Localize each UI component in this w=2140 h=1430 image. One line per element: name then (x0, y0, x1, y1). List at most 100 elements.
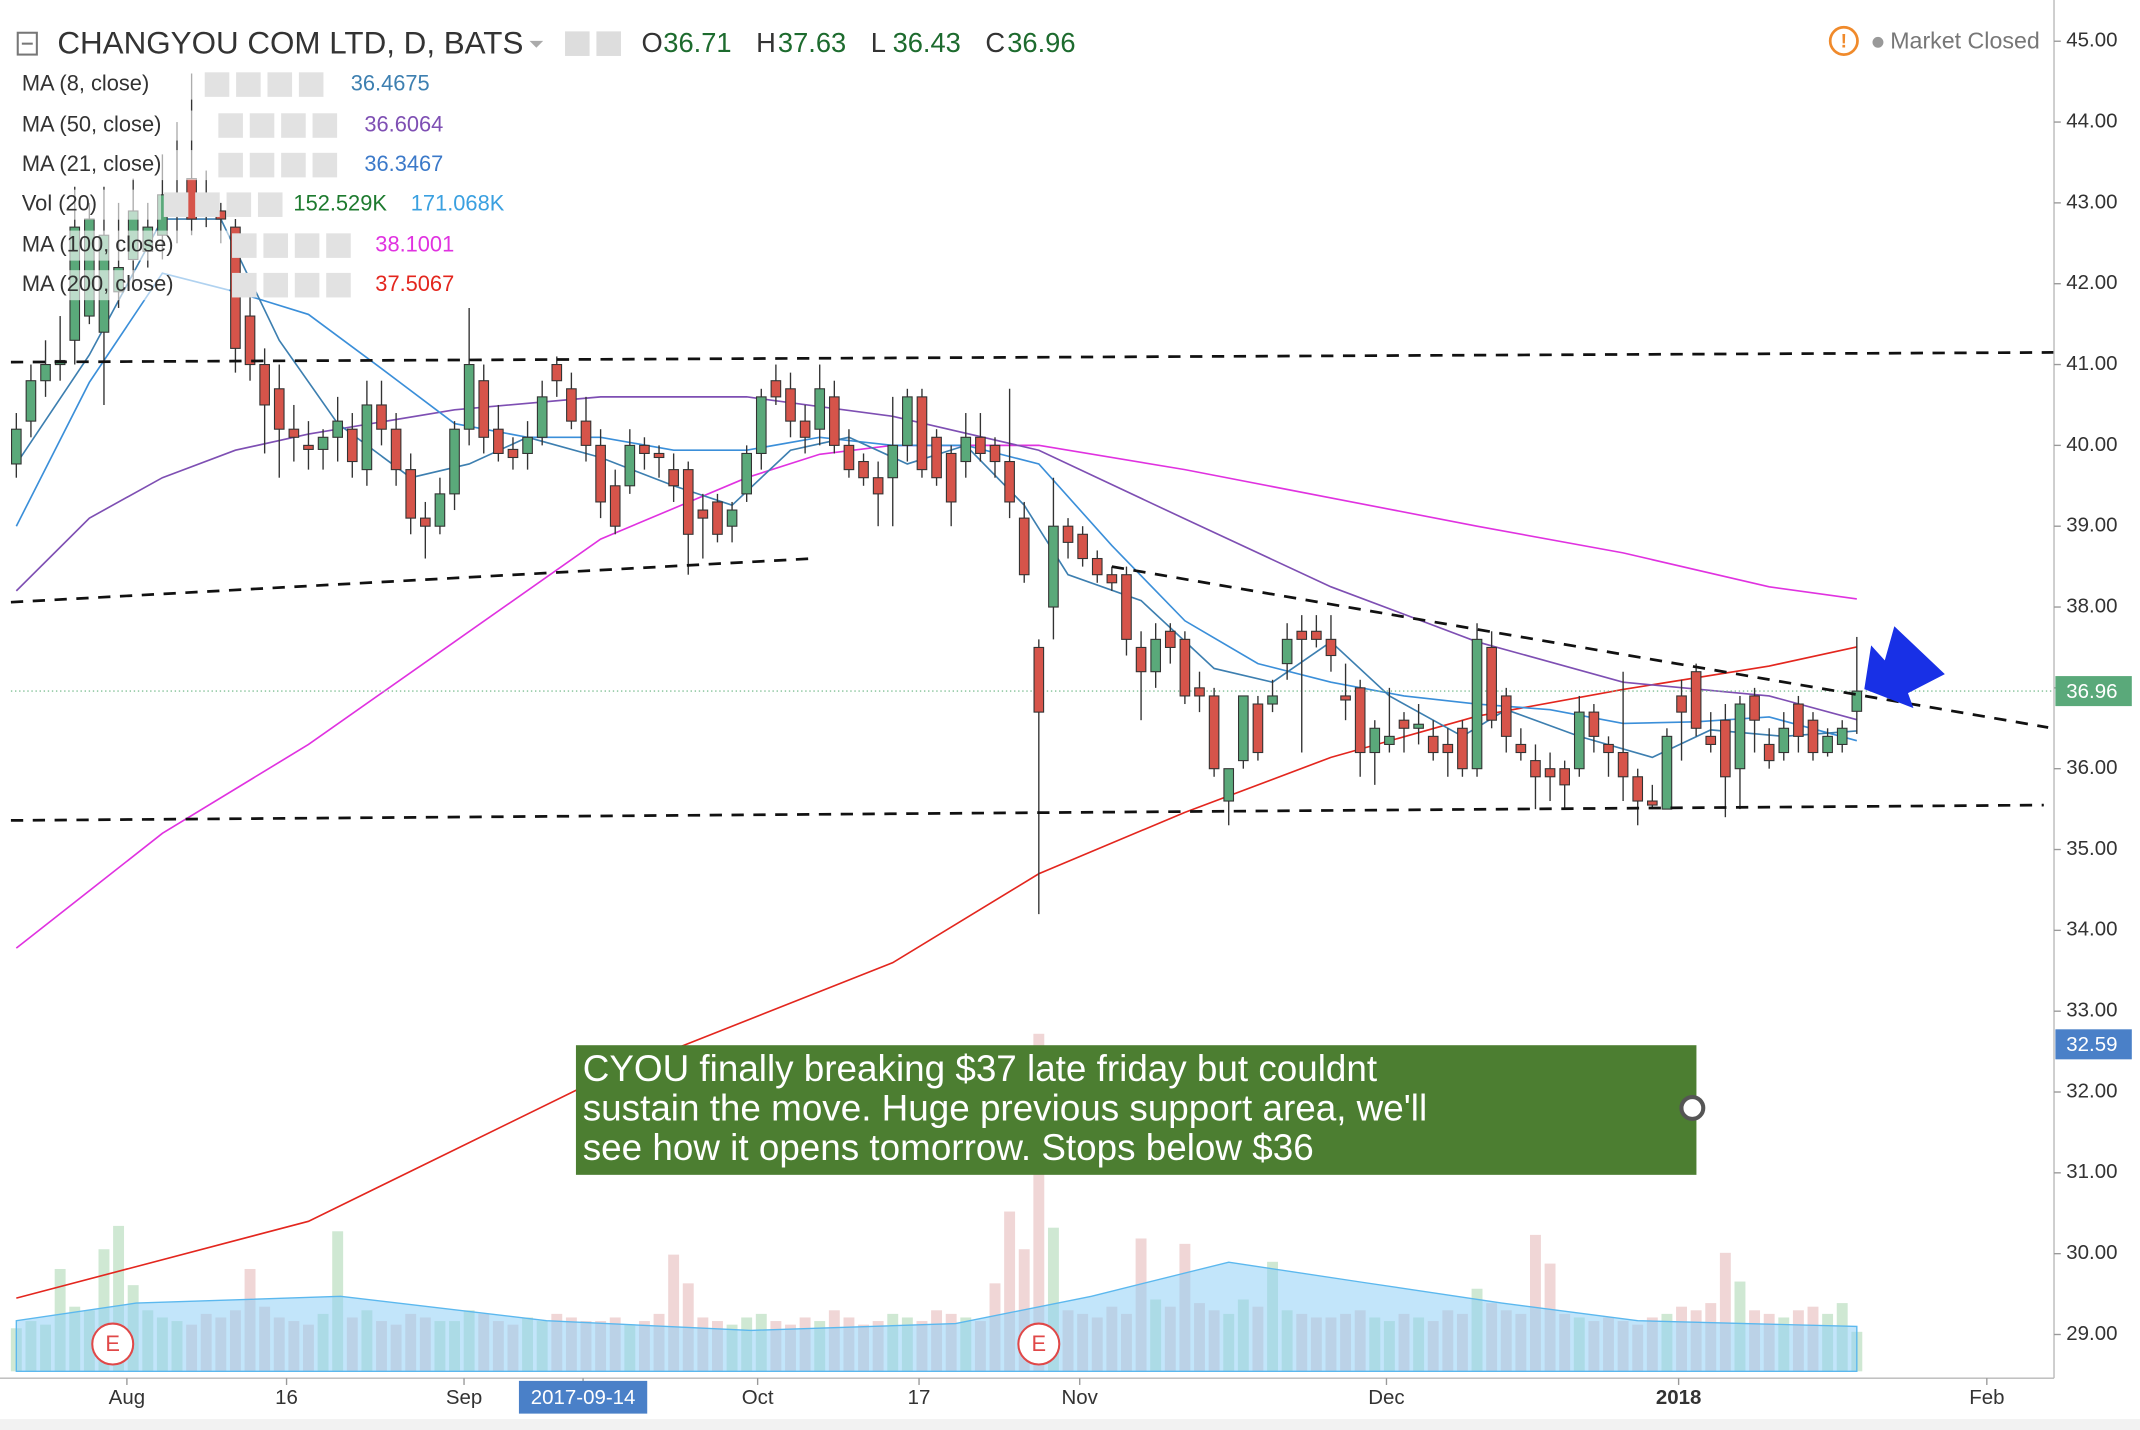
candle-body (463, 363, 475, 430)
gear-icon[interactable] (596, 31, 621, 56)
candle-body (1442, 743, 1454, 754)
legend-icon[interactable] (232, 272, 257, 298)
legend-icon[interactable] (257, 192, 283, 217)
market-status: Market Closed (1890, 27, 2040, 53)
legend-icon[interactable] (249, 113, 275, 138)
candle-body (682, 469, 694, 535)
collapse-icon[interactable] (16, 31, 38, 56)
candle-body (1734, 703, 1746, 770)
volume-bar (113, 1225, 125, 1372)
legend-label-bg (16, 110, 216, 141)
candle-body (1836, 727, 1848, 745)
arrow-annotation (1864, 626, 1945, 709)
candle-body (1077, 533, 1088, 560)
legend-icon[interactable] (236, 72, 261, 97)
candle-body (653, 452, 665, 459)
candle-body (726, 509, 738, 527)
legend-value: 36.4675 (351, 70, 430, 95)
legend-icon[interactable] (263, 272, 288, 298)
legend-icon[interactable] (294, 272, 320, 298)
candle-body (1851, 690, 1863, 712)
legend-icon[interactable] (263, 233, 288, 258)
candle-body (1749, 695, 1760, 721)
candle-body (1646, 800, 1658, 806)
alert-icon (1828, 25, 1859, 56)
candle-body (609, 485, 621, 527)
candle-body (1720, 719, 1731, 778)
candle-body (595, 444, 606, 503)
eye-icon[interactable] (565, 31, 590, 56)
candle-body (741, 452, 753, 495)
candle-body (1544, 768, 1556, 778)
legend-icon[interactable] (312, 113, 338, 138)
y-tick-label: 30.00 (2066, 1241, 2117, 1264)
candle-body (580, 420, 592, 446)
price-label-box (2055, 676, 2132, 707)
candle-body (259, 363, 270, 406)
legend-icon[interactable] (226, 192, 252, 217)
x-tick-label: Dec (1368, 1386, 1404, 1409)
x-tick-label: 16 (275, 1386, 298, 1409)
legend-value: 37.5067 (375, 271, 454, 296)
annotation-handle[interactable] (1679, 1095, 1706, 1121)
y-tick-label: 35.00 (2066, 837, 2117, 860)
alert-icon-mark: ! (1841, 31, 1847, 52)
legend: MA (8, close) 36.4675 MA (50, close) 36.606… (16, 69, 505, 301)
legend-icon[interactable] (218, 152, 243, 178)
candle-body (1559, 768, 1571, 786)
candle-body (1763, 743, 1775, 762)
candle-body (493, 428, 504, 455)
candle-body (755, 396, 767, 455)
y-tick-label: 39.00 (2066, 514, 2117, 537)
earnings-marker (91, 1322, 135, 1366)
legend-icon[interactable] (204, 72, 230, 97)
candle-body (1150, 638, 1162, 673)
candle-body (346, 428, 358, 463)
trendline (1111, 565, 2049, 729)
legend-value: 36.6064 (364, 111, 443, 136)
candle-body (1807, 719, 1819, 754)
legend-icon[interactable] (249, 152, 275, 178)
candle-body (1121, 574, 1132, 640)
earnings-label: E (105, 1331, 120, 1356)
candle-body (814, 388, 826, 430)
annotation-box[interactable] (575, 1045, 1697, 1175)
legend-icon[interactable] (326, 272, 351, 298)
candle-body (1354, 687, 1366, 754)
legend-icon[interactable] (195, 192, 220, 217)
legend-label: MA (8, close) (22, 70, 149, 95)
candle-body (244, 315, 256, 366)
candle-body (1778, 727, 1790, 754)
annotation-line: sustain the move. Huge previous support … (583, 1087, 1427, 1128)
candle-body (1311, 630, 1322, 640)
candle-body (1369, 727, 1381, 754)
legend-icon[interactable] (298, 72, 324, 97)
legend-icon[interactable] (218, 113, 243, 138)
candle-body (1793, 703, 1804, 737)
legend-label-bg (16, 270, 230, 301)
candle-body (785, 388, 796, 422)
volume-bar (1004, 1211, 1016, 1372)
y-tick-label: 33.00 (2066, 999, 2117, 1022)
legend-label: MA (200, close) (22, 271, 174, 296)
legend-icon[interactable] (267, 72, 293, 97)
candle-body (1062, 525, 1074, 543)
candle-body (332, 420, 344, 438)
legend-icon[interactable] (326, 233, 351, 258)
legend-icon[interactable] (232, 233, 257, 258)
legend-icon[interactable] (294, 233, 320, 258)
legend-icon[interactable] (312, 152, 338, 178)
x-tick-label: 2018 (1656, 1386, 1702, 1409)
moving-average-line (15, 272, 1858, 742)
legend-label: Vol (20) (22, 190, 97, 215)
legend-label-bg (16, 69, 202, 100)
legend-icon[interactable] (281, 152, 306, 178)
legend-icon[interactable] (281, 113, 306, 138)
legend-icon[interactable] (163, 192, 189, 217)
candle-body (1632, 776, 1644, 802)
symbol-title: CHANGYOU COM LTD, D, BATS (57, 25, 523, 60)
candle-body (902, 396, 913, 446)
candle-body (40, 363, 51, 382)
